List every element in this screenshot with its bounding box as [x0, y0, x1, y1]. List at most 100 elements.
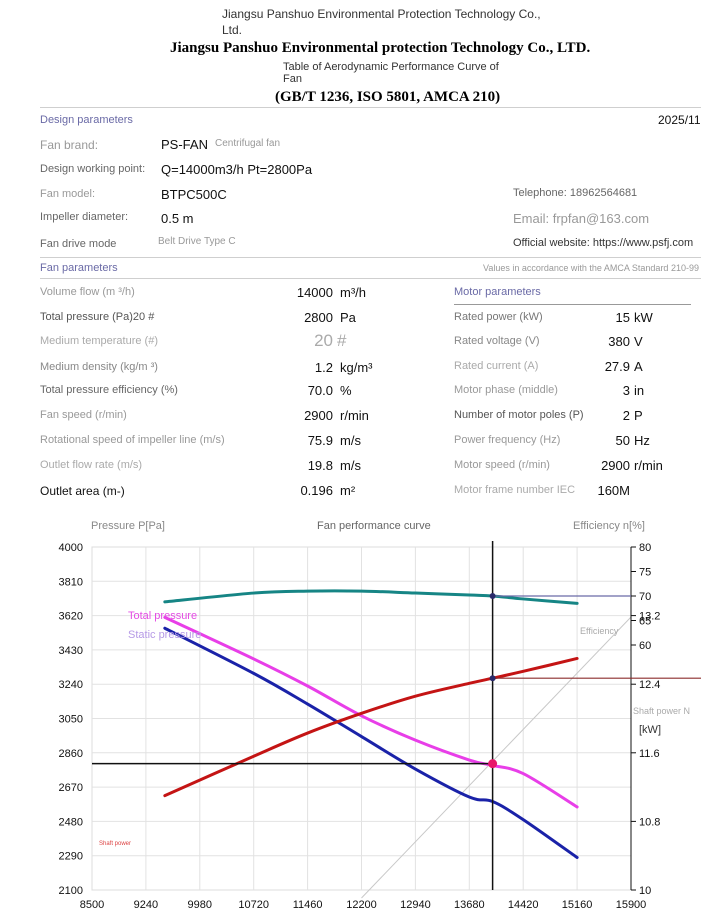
y2-tick-label: 75 [639, 567, 651, 579]
impeller-diameter-label: Impeller diameter: [40, 211, 129, 223]
fan-param-value: 1.2 [314, 360, 333, 375]
motor-param-unit: P [634, 408, 643, 423]
motor-parameters-heading: Motor parameters [454, 286, 541, 298]
motor-param-label: Motor phase (middle) [454, 384, 558, 396]
total-pressure-curve [163, 615, 579, 809]
y-tick-label: 2860 [59, 748, 83, 760]
design-point-label: Design working point: [40, 163, 146, 175]
y2-tick-label: 80 [639, 542, 651, 554]
fan-param-value: 20 [314, 331, 333, 350]
divider [40, 257, 701, 258]
series-label-shaft-power: Shaft power [99, 841, 131, 847]
x-tick-label: 10720 [238, 899, 269, 911]
operating-point-marker [488, 759, 498, 769]
motor-param-value: 15 [615, 310, 630, 325]
fan-param-value: 75.9 [307, 433, 333, 448]
fan-brand-label: Fan brand: [40, 138, 99, 152]
fan-performance-chart: 8500 9240 9980 10720 11460 12200 12940 13680 144… [59, 520, 701, 911]
motor-param-unit: V [634, 334, 643, 349]
motor-param-value: 2 [622, 408, 630, 423]
motor-param-value: 3 [622, 383, 630, 398]
fan-param-value: 70.0 [307, 383, 333, 398]
design-point-value: Q=14000m3/h Pt=2800Pa [161, 162, 313, 177]
fan-param-value: 2800 [304, 310, 333, 325]
efficiency-point-marker [489, 593, 496, 599]
fan-param-label: Medium temperature (#) [40, 335, 158, 347]
y-tick-label: 2100 [59, 885, 83, 897]
y-tick-label: 4000 [59, 542, 83, 554]
motor-param-label: Motor frame number IEC [454, 484, 576, 496]
fan-param-unit: m/s [340, 458, 361, 473]
y-tick-label: 3810 [59, 576, 83, 588]
y3-tick-label: 10.8 [639, 816, 660, 828]
motor-param-label: Rated power (kW) [454, 311, 543, 323]
x-tick-label: 12940 [400, 899, 431, 911]
email: Email: frpfan@163.com [513, 211, 650, 226]
motor-param-unit: A [634, 359, 643, 374]
chart-title: Fan performance curve [317, 520, 431, 532]
fan-param-label: Rotational speed of impeller line (m/s) [40, 434, 225, 446]
table-title: Table of Aerodynamic Performance Curve o… [283, 61, 499, 73]
series-label-efficiency: Efficiency [580, 626, 619, 636]
x-tick-label: 14420 [508, 899, 539, 911]
x-tick-label: 9980 [188, 899, 212, 911]
y2-axis-title: Efficiency n[%] [573, 520, 645, 532]
telephone: Telephone: 18962564681 [513, 187, 638, 199]
y2-tick-label: 65 [639, 616, 651, 628]
x-tick-label: 13680 [454, 899, 485, 911]
fan-parameters-heading: Fan parameters [40, 262, 118, 274]
fan-param-value: 2900 [304, 408, 333, 423]
y3-axis-title: Shaft power N [633, 706, 690, 716]
fan-param-value: 0.196 [300, 483, 333, 498]
design-parameters-heading: Design parameters [40, 114, 133, 126]
standards-title: (GB/T 1236, ISO 5801, AMCA 210) [275, 89, 501, 105]
y-axis-title: Pressure P[Pa] [91, 520, 165, 532]
divider [40, 278, 701, 279]
fan-param-unit: % [340, 383, 352, 398]
y3-tick-label: 11.6 [639, 748, 660, 760]
efficiency-curve [163, 589, 579, 605]
fan-brand-note: Centrifugal fan [215, 138, 281, 149]
x-tick-label: 15900 [616, 899, 647, 911]
motor-param-label: Number of motor poles (P) [454, 409, 584, 421]
fan-param-unit: m² [340, 483, 356, 498]
fan-param-label: Total pressure (Pa)20 # [40, 311, 155, 323]
drive-mode-value: Belt Drive Type C [158, 236, 236, 247]
y2-tick-label: 10 [639, 885, 651, 897]
x-tick-label: 15160 [562, 899, 593, 911]
website: Official website: https://www.psfj.com [513, 237, 694, 249]
motor-param-label: Power frequency (Hz) [454, 434, 561, 446]
x-tick-label: 12200 [346, 899, 377, 911]
static-pressure-curve [163, 626, 579, 860]
y-tick-label: 3620 [59, 611, 83, 623]
motor-param-value: 2900 [601, 458, 630, 473]
y-tick-label: 3240 [59, 679, 83, 691]
fan-param-unit: m³/h [340, 285, 366, 300]
motor-param-unit: kW [634, 310, 653, 325]
y3-tick-label: 12.4 [639, 679, 660, 691]
drive-mode-label: Fan drive mode [40, 238, 117, 250]
divider [454, 304, 691, 305]
y2-tick-label: 70 [639, 591, 651, 603]
motor-param-value: 27.9 [604, 359, 630, 374]
fan-param-unit: Pa [340, 310, 356, 325]
motor-param-value: 160M [597, 483, 630, 498]
table-title-cont: Fan [283, 73, 302, 85]
divider [40, 107, 701, 108]
fan-brand-value: PS-FAN [161, 137, 208, 152]
fan-param-label: Outlet flow rate (m/s) [40, 459, 143, 471]
y3-axis-unit: [kW] [639, 724, 661, 736]
y-tick-label: 3050 [59, 714, 83, 726]
amca-note: Values in accordance with the AMCA Stand… [483, 263, 699, 273]
motor-param-label: Rated current (A) [454, 360, 539, 372]
power-point-marker [489, 675, 496, 682]
shaft-power-curve [163, 656, 579, 798]
fan-param-unit: m/s [340, 433, 361, 448]
impeller-diameter-value: 0.5 m [161, 211, 194, 226]
series-label-static-pressure: Static pressure [128, 629, 201, 641]
motor-param-unit: Hz [634, 433, 650, 448]
company-name-small-cont: Ltd. [222, 23, 243, 37]
y3-tick-label: 13.2 [639, 611, 660, 623]
y-tick-label: 3430 [59, 645, 83, 657]
reference-diagonal [361, 616, 632, 899]
